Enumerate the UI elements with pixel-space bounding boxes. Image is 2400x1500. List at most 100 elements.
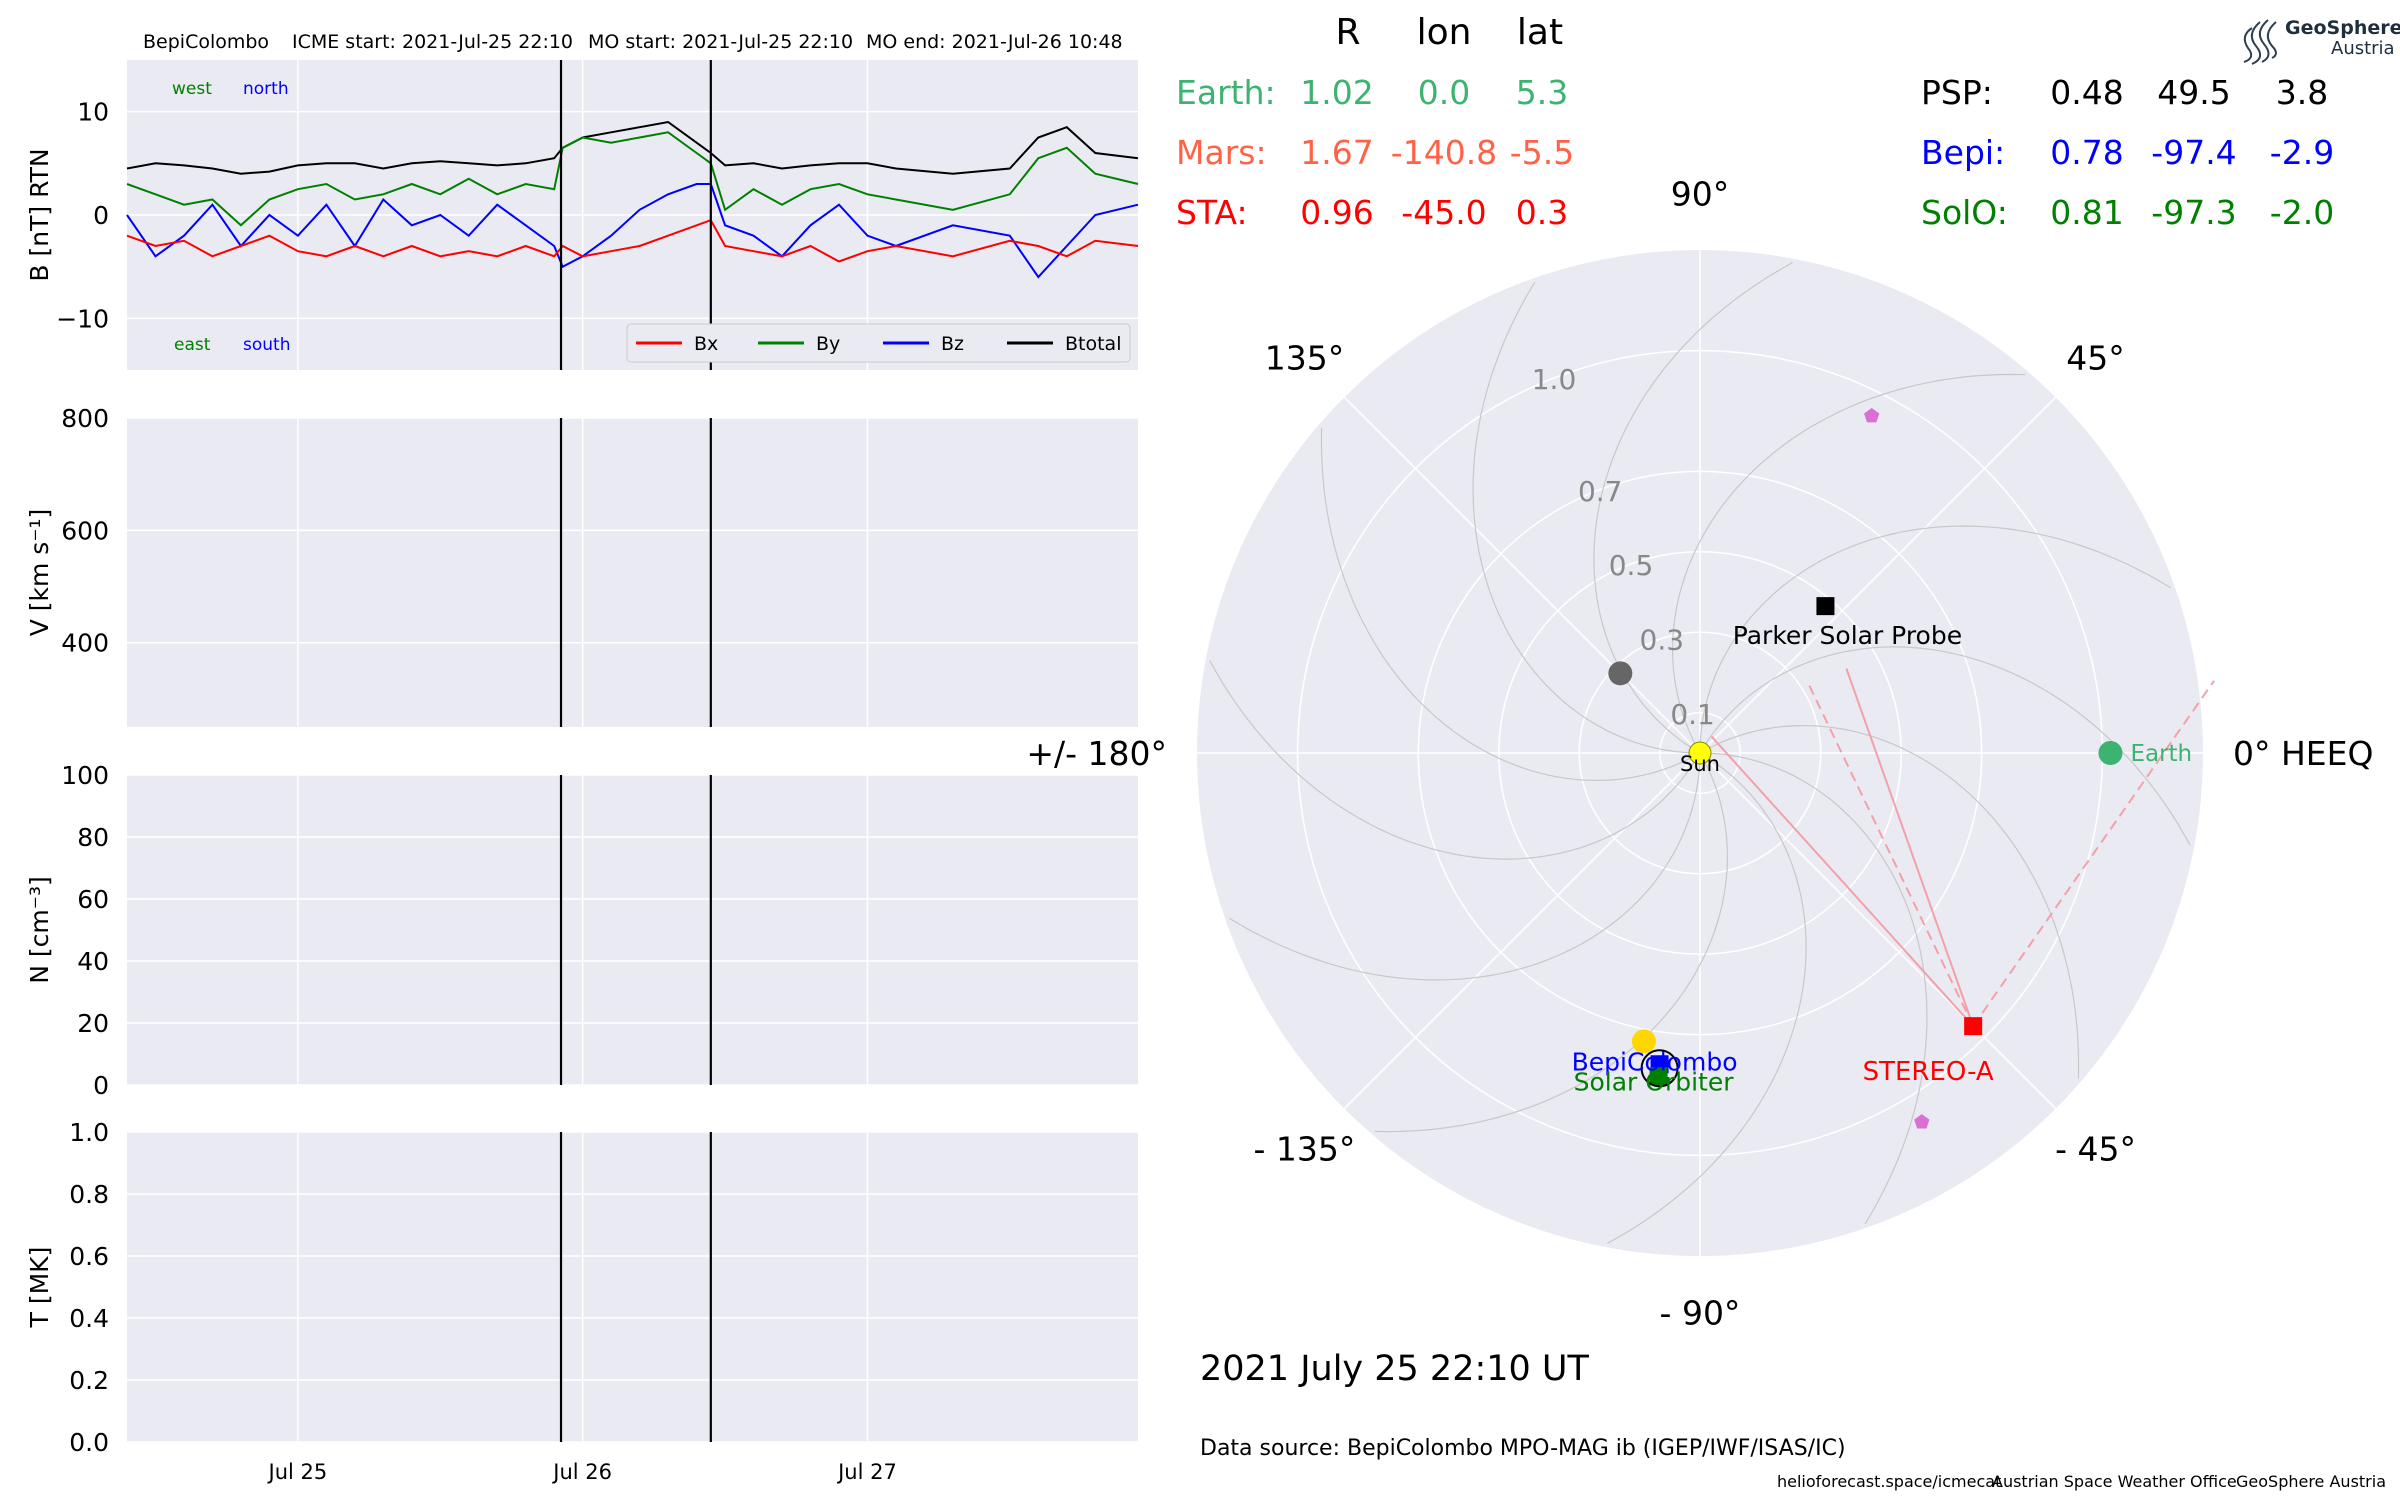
- theta-label: +/- 180°: [1026, 734, 1167, 773]
- parker-spiral-line: [1607, 756, 1807, 1244]
- table-cell: -2.0: [2270, 193, 2334, 232]
- label-south: south: [243, 335, 290, 355]
- table-cell: -97.3: [2151, 193, 2236, 232]
- legend-label: Btotal: [1065, 333, 1121, 355]
- table-cell: -5.5: [1510, 133, 1574, 172]
- y-tick-label: 800: [61, 404, 109, 433]
- table-header: lat: [1517, 12, 1563, 53]
- sta-view-line: [1972, 680, 2215, 1027]
- table-cell: -97.4: [2151, 133, 2236, 172]
- stereo-a-marker: [1964, 1017, 1983, 1036]
- table-cell: 1.67: [1300, 133, 1373, 172]
- panel-0: −10 0 10 B [nT] RTN: [25, 60, 1139, 370]
- icme-start-label: ICME start: 2021-Jul-25 22:10: [292, 31, 573, 53]
- object-upper-marker: [1864, 408, 1880, 423]
- polar-grid-spoke: [1343, 752, 1701, 1110]
- table-header: R: [1335, 12, 1360, 53]
- table-cell: 49.5: [2157, 73, 2230, 112]
- parker-spiral-line: [1320, 427, 1694, 782]
- date-label: 2021 July 25 22:10 UT: [1200, 1349, 1590, 1389]
- mercury-marker: [1608, 661, 1633, 686]
- panel-bg: [127, 775, 1138, 1085]
- theta-label: 45°: [2066, 338, 2125, 377]
- table-cell: PSP:: [1921, 73, 1993, 112]
- mo-end-label: MO end: 2021-Jul-26 10:48: [866, 31, 1123, 53]
- y-tick-label: 60: [77, 885, 109, 914]
- panel-1: 400 600 800 V [km s⁻¹]: [25, 404, 1138, 727]
- series-line-btotal: [126, 120, 1139, 175]
- solar-orbiter-label: Solar Orbiter: [1574, 1067, 1735, 1096]
- sun-label: Sun: [1680, 752, 1720, 776]
- y-tick-label: 0: [93, 1071, 109, 1100]
- table-cell: Mars:: [1176, 133, 1267, 172]
- y-tick-label: 400: [61, 629, 109, 658]
- y-axis-label: V [km s⁻¹]: [25, 509, 54, 637]
- venus-marker: [1631, 1029, 1656, 1054]
- series-line-by: [126, 131, 1139, 227]
- y-tick-label: 0: [93, 201, 109, 230]
- y-axis-label: T [MK]: [25, 1247, 54, 1329]
- table-cell: 1.02: [1300, 73, 1373, 112]
- table-cell: -45.0: [1401, 193, 1486, 232]
- x-tick-label: Jul 25: [267, 1460, 328, 1484]
- x-tick-label: Jul 26: [551, 1460, 612, 1484]
- table-cell: 0.0: [1418, 73, 1470, 112]
- y-axis-label: B [nT] RTN: [25, 148, 54, 281]
- bepicolombo-label: BepiColombo: [1572, 1047, 1738, 1076]
- table-cell: 0.48: [2050, 73, 2123, 112]
- y-tick-label: 600: [61, 516, 109, 545]
- b-legend: Bx By Bz Btotal: [626, 323, 1131, 363]
- polar-grid-spoke: [1699, 752, 2057, 1110]
- table-cell: SolO:: [1921, 193, 2008, 232]
- polar-grid-spoke: [1343, 396, 1701, 754]
- timeseries-panels: −10 0 10 B [nT] RTN 400 600 800 V [km s⁻¹] 0 20 40…: [25, 60, 1139, 1484]
- panel-3: 0.0 0.2 0.4 0.6 0.8 1.0 T [MK] Jul 25 Jul 26 Jul …: [25, 1118, 1138, 1484]
- polar-grid-spoke: [1699, 396, 2057, 754]
- table-cell: 0.96: [1300, 193, 1373, 232]
- parker-spiral-line: [1707, 752, 1928, 1225]
- series-line-bx: [126, 218, 1139, 263]
- theta-label: - 45°: [2055, 1130, 2136, 1169]
- earth-marker: [2098, 741, 2123, 765]
- r-tick-label: 0.3: [1640, 623, 1685, 656]
- y-tick-label: 0.8: [69, 1180, 109, 1209]
- sta-view-line: [1710, 735, 1974, 1027]
- x-tick-label: Jul 27: [836, 1460, 897, 1484]
- series-line-bz: [126, 183, 1139, 279]
- polar-plot: 0.1 0.3 0.5 0.7 1.0 0° HEEQ 45° 90° 135° +/- 180°…: [1026, 175, 2373, 1333]
- data-source: Data source: BepiColombo MPO-MAG ib (IGE…: [1200, 1436, 1846, 1461]
- parker-solar-probe-label: Parker Solar Probe: [1733, 621, 1962, 650]
- table-cell: -2.9: [2270, 133, 2334, 172]
- footer-org: GeoSphere Austria: [2236, 1472, 2386, 1491]
- y-tick-label: 0.0: [69, 1428, 109, 1457]
- sta-view-line: [1845, 668, 1975, 1027]
- stereo-a-label: STEREO-A: [1863, 1057, 1994, 1087]
- y-tick-label: 80: [77, 823, 109, 852]
- panel-bg: [127, 1132, 1138, 1442]
- y-tick-label: 40: [77, 947, 109, 976]
- panel-bg: [127, 418, 1138, 727]
- table-cell: STA:: [1176, 193, 1248, 232]
- legend-label: Bz: [941, 333, 964, 355]
- theta-label: 90°: [1671, 175, 1730, 214]
- logo-line2: Austria: [2331, 38, 2395, 59]
- legend-label: Bx: [694, 333, 718, 355]
- logo-line1: GeoSphere: [2285, 17, 2400, 39]
- footer-office: Austrian Space Weather Office: [1992, 1472, 2237, 1491]
- parker-spiral-line: [1699, 525, 2172, 746]
- r-tick-label: 0.5: [1609, 549, 1654, 582]
- table-cell: 3.8: [2276, 73, 2328, 112]
- geosphere-logo: GeoSphere Austria: [2243, 17, 2400, 65]
- y-tick-label: 0.6: [69, 1242, 109, 1271]
- panel-2: 0 20 40 60 80 100 N [cm⁻³]: [25, 761, 1138, 1100]
- y-tick-label: 0.2: [69, 1366, 109, 1395]
- parker-spiral-line: [1593, 262, 1793, 750]
- table-header: lon: [1417, 12, 1472, 53]
- y-tick-label: 0.4: [69, 1304, 109, 1333]
- y-tick-label: 10: [77, 98, 109, 127]
- table-cell: Bepi:: [1921, 133, 2005, 172]
- spacecraft-title: BepiColombo: [143, 31, 269, 53]
- parker-spiral-line: [1671, 373, 2026, 747]
- table-cell: Earth:: [1176, 73, 1276, 112]
